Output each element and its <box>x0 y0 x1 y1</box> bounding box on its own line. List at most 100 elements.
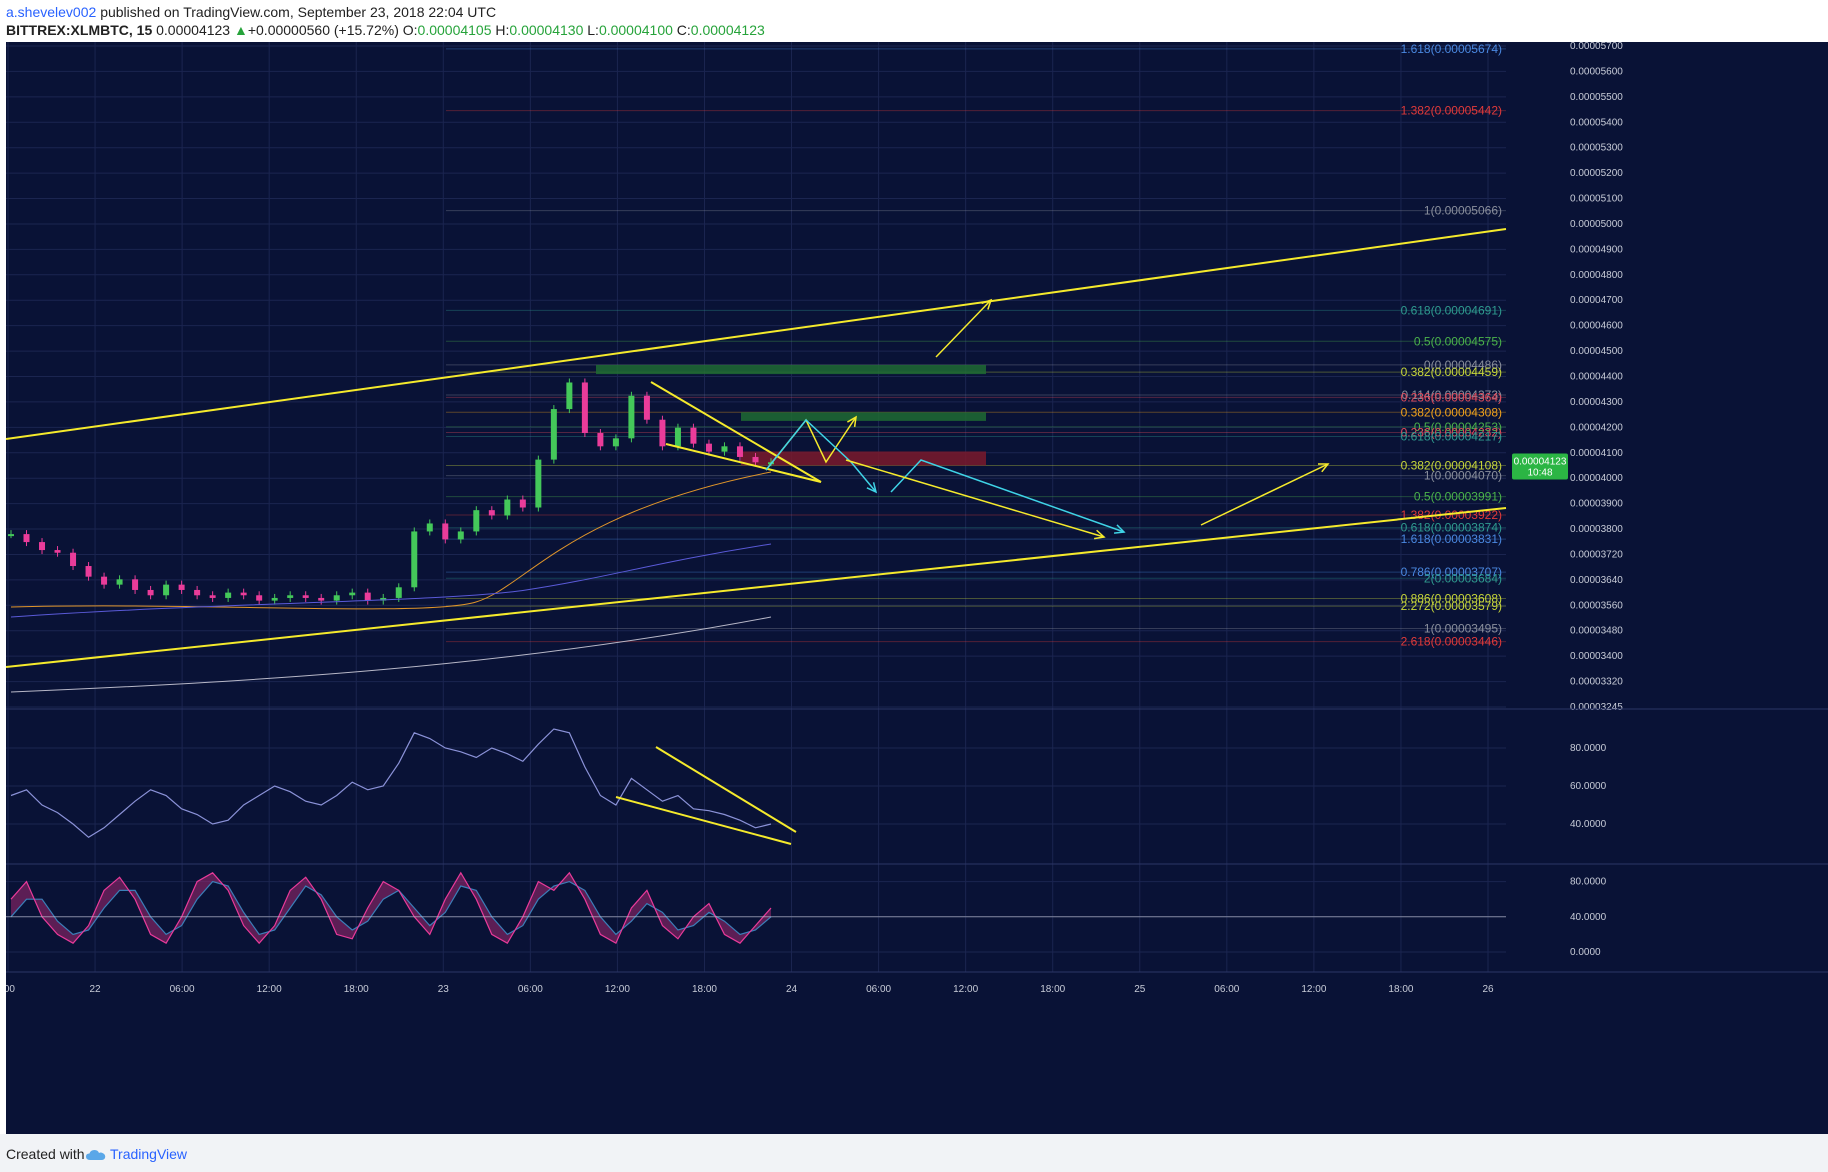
author-link[interactable]: a.shevelev002 <box>6 4 97 20</box>
candle-body <box>659 419 666 447</box>
fib-level-label: 0.618(0.00004217) <box>1401 429 1502 443</box>
candle-body <box>349 592 356 596</box>
fib-level-label: 0.382(0.00004308) <box>1401 405 1502 419</box>
rsi-trendline-upper <box>655 746 797 833</box>
y-tick-label: 0.00005600 <box>1570 66 1623 77</box>
up-arrow-icon: ▲ <box>233 22 248 38</box>
x-tick-label: 06:00 <box>1214 984 1239 995</box>
projection-arrow <box>1200 463 1329 526</box>
candle-body <box>70 552 77 567</box>
stoch-d-line <box>10 880 772 936</box>
y-tick-label: 0.00004100 <box>1570 448 1623 459</box>
fib-level-label: 0.382(0.00004108) <box>1401 458 1502 472</box>
y-tick-label: 0.00005500 <box>1570 92 1623 103</box>
arrowhead-icon <box>1094 529 1106 540</box>
last-price-countdown: 10:48 <box>1527 467 1552 478</box>
fib-level-label: 0.236(0.00004232) <box>1401 425 1502 439</box>
candle-body <box>333 595 340 601</box>
wedge-upper-line <box>650 381 822 483</box>
fib-level-label: 1.618(0.00005674) <box>1401 42 1502 56</box>
x-tick-label: 25 <box>1134 984 1146 995</box>
candle-body <box>209 595 216 598</box>
y-tick-label: 0.00005300 <box>1570 143 1623 154</box>
candle-body <box>287 595 294 598</box>
candle-body <box>132 579 139 590</box>
tradingview-brand[interactable]: TradingView <box>86 1146 187 1162</box>
tradingview-link[interactable]: TradingView <box>110 1146 188 1162</box>
rsi-tick-label: 60.0000 <box>1570 781 1607 792</box>
fib-level-label: 0.618(0.00003874) <box>1401 521 1502 535</box>
footer-bar: Created with TradingView <box>0 1134 1828 1172</box>
fib-level-label: 0.236(0.00004364) <box>1401 390 1502 404</box>
y-tick-label: 0.00004700 <box>1570 295 1623 306</box>
candle-body <box>411 531 418 588</box>
fib-level-label: 0.5(0.00004575) <box>1414 334 1502 348</box>
candle-body <box>364 592 371 601</box>
candle-body <box>8 534 14 537</box>
candle-body <box>380 597 387 601</box>
candle-body <box>566 382 573 410</box>
rsi-trendline-lower <box>615 796 792 845</box>
last-price: 0.00004123 <box>156 22 231 38</box>
y-tick-label: 0.00004000 <box>1570 473 1623 484</box>
candle-body <box>705 443 712 452</box>
candle-body <box>690 427 697 444</box>
candle-body <box>178 584 185 590</box>
x-tick-label: 26 <box>1482 984 1494 995</box>
y-tick-label: 0.00005700 <box>1570 42 1623 52</box>
x-tick-label: 23 <box>438 984 450 995</box>
chart-area[interactable]: 0.00005700 0.00005600 0.00005500 0.00005400… <box>1 41 1828 1134</box>
candle-body <box>395 587 402 598</box>
candle-body <box>643 395 650 420</box>
candle-body <box>194 589 201 596</box>
support-zone <box>741 451 986 466</box>
x-tick-label: 18:00 <box>692 984 717 995</box>
x-tick-label: 12:00 <box>1301 984 1326 995</box>
fib-level-label: 1(0.00005066) <box>1424 204 1502 218</box>
projection-arrow <box>935 299 992 358</box>
arrowhead-icon <box>1113 524 1126 534</box>
candle-body <box>318 597 325 601</box>
high-label: H: <box>495 22 510 38</box>
fib-level-label: 1(0.00003495) <box>1424 622 1502 636</box>
chart-svg[interactable]: 0.00005700 0.00005600 0.00005500 0.00005400… <box>1 41 1828 1134</box>
candle-body <box>101 576 108 585</box>
candle-body <box>426 523 433 532</box>
x-tick-label: 06:00 <box>866 984 891 995</box>
candle-body <box>39 542 46 551</box>
arrowhead-icon <box>1317 463 1330 473</box>
fib-level-label: 0.5(0.00003991) <box>1414 490 1502 504</box>
low-value: 0.00004100 <box>598 22 673 38</box>
stoch-k-line <box>10 871 772 945</box>
wedge-lower-line <box>665 443 822 483</box>
last-price-badge-value: 0.00004123 <box>1514 456 1567 467</box>
fib-level-label: 1.382(0.00005442) <box>1401 104 1502 118</box>
candle-body <box>271 597 278 601</box>
candle-body <box>85 566 92 577</box>
candle-body <box>442 523 449 540</box>
resistance-zone-lower <box>741 412 986 421</box>
fib-level-label: 0(0.00004486) <box>1424 358 1502 372</box>
price-change: +0.00000560 (+15.72%) <box>247 22 399 38</box>
moving-average-line <box>10 616 772 693</box>
candle-body <box>581 382 588 434</box>
x-tick-label: 12:00 <box>953 984 978 995</box>
x-tick-label: 06:00 <box>170 984 195 995</box>
y-tick-label: 0.00003480 <box>1570 626 1623 637</box>
projection-arrow <box>845 459 1105 538</box>
high-value: 0.00004130 <box>509 22 584 38</box>
candle-body <box>752 456 759 463</box>
fib-level-label: 0.618(0.00004691) <box>1401 303 1502 317</box>
candle-body <box>504 499 511 516</box>
symbol-info: BITTREX:XLMBTC, 15 0.00004123 ▲+0.000005… <box>6 22 765 38</box>
fib-level-label: 2.618(0.00003446) <box>1401 635 1502 649</box>
rsi-tick-label: 40.0000 <box>1570 819 1607 830</box>
published-text: published on TradingView.com, September … <box>100 4 497 20</box>
arrowhead-icon <box>981 298 993 310</box>
candle-body <box>628 395 635 439</box>
candle-body <box>473 510 480 532</box>
y-tick-label: 0.00003560 <box>1570 600 1623 611</box>
y-tick-label: 0.00004400 <box>1570 372 1623 383</box>
stoch-tick-label: 80.0000 <box>1570 877 1607 888</box>
price-axis-background <box>1506 42 1828 1134</box>
